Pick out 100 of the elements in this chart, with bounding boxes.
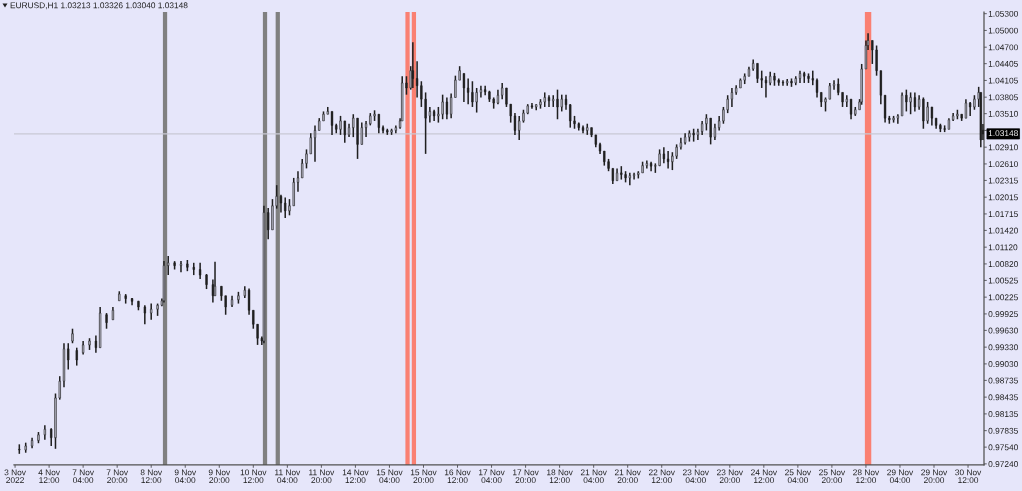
x-tick-label: 24 Nov 12:00 xyxy=(751,469,778,484)
x-tick-label: 9 Nov 04:00 xyxy=(174,469,197,484)
x-tick-label: 21 Nov 20:00 xyxy=(614,469,641,484)
candlestick xyxy=(124,293,127,305)
candlestick xyxy=(143,304,146,326)
x-tick-label: 25 Nov 20:00 xyxy=(819,469,846,484)
y-tick-label: 0.99330 xyxy=(988,344,1018,351)
candlestick xyxy=(137,300,140,312)
candlestick xyxy=(390,127,393,136)
y-tick-label: 1.04105 xyxy=(988,77,1018,84)
candlestick xyxy=(186,259,189,272)
candlestick xyxy=(930,106,934,127)
candlestick xyxy=(360,121,363,146)
candlestick xyxy=(973,94,976,111)
candlestick xyxy=(24,441,27,454)
y-tick-label: 1.01715 xyxy=(988,211,1018,218)
candlestick xyxy=(777,77,780,87)
candlestick xyxy=(666,150,670,170)
x-tick-label: 10 Nov 12:00 xyxy=(240,469,267,484)
candlestick xyxy=(620,165,623,181)
candlestick xyxy=(632,172,636,181)
candlestick xyxy=(271,198,274,231)
y-tick-label: 0.98735 xyxy=(988,377,1018,384)
candlestick xyxy=(343,120,346,144)
candlestick xyxy=(441,93,444,121)
x-tick-label: 23 Nov 04:00 xyxy=(682,469,709,484)
y-tick-label: 1.00225 xyxy=(988,294,1018,301)
x-tick-label: 29 Nov 20:00 xyxy=(921,469,948,484)
candlestick xyxy=(815,77,819,99)
candlestick xyxy=(88,337,91,351)
candlestick xyxy=(518,115,521,141)
candlestick xyxy=(471,80,474,108)
candlestick xyxy=(475,87,478,114)
candlestick xyxy=(556,88,559,121)
y-tick-label: 1.03805 xyxy=(988,94,1018,101)
candlestick xyxy=(764,75,768,99)
candlestick xyxy=(743,72,746,85)
y-tick-label: 0.97540 xyxy=(988,444,1018,451)
candlestick xyxy=(167,255,170,276)
candlestick xyxy=(313,124,317,163)
candlestick xyxy=(118,290,121,302)
y-tick-label: 1.02015 xyxy=(988,194,1018,201)
candlestick xyxy=(790,77,793,88)
x-tick-label: 28 Nov 12:00 xyxy=(853,469,880,484)
x-tick-label: 15 Nov 20:00 xyxy=(410,469,437,484)
candlestick xyxy=(756,62,759,84)
x-tick-label: 29 Nov 04:00 xyxy=(887,469,914,484)
candlestick xyxy=(539,98,542,110)
candlestick xyxy=(883,94,887,124)
candlestick xyxy=(794,75,797,86)
candlestick xyxy=(913,91,916,113)
candlestick xyxy=(415,60,419,99)
y-tick-label: 0.97835 xyxy=(988,427,1018,434)
x-tick-label: 3 Nov 2022 xyxy=(4,469,26,484)
x-tick-label: 11 Nov 20:00 xyxy=(309,469,335,484)
candlestick xyxy=(356,117,359,160)
y-tick-label: 0.98135 xyxy=(988,411,1018,417)
candlestick xyxy=(552,94,555,108)
y-tick-label: 1.04700 xyxy=(988,44,1018,51)
x-tick-label: 17 Nov 04:00 xyxy=(478,469,505,484)
candlestick xyxy=(179,260,183,274)
candlestick xyxy=(18,443,21,455)
candlestick xyxy=(37,431,40,444)
y-tick-label: 1.01420 xyxy=(988,227,1018,234)
candlestick xyxy=(964,98,968,119)
chart-title: EURUSD,H1 1.03213 1.03326 1.03040 1.03148 xyxy=(10,2,188,10)
y-tick-label: 1.02315 xyxy=(988,177,1018,184)
x-tick-label: 22 Nov 12:00 xyxy=(648,469,675,484)
candlestick xyxy=(386,127,389,136)
candlestick xyxy=(900,91,904,117)
candlestick xyxy=(330,110,334,136)
candlestick xyxy=(641,160,644,174)
candlestick xyxy=(237,291,240,305)
candlestick xyxy=(445,96,449,121)
candlestick xyxy=(543,91,546,108)
candlestick xyxy=(956,108,959,121)
candlestick xyxy=(739,77,742,89)
x-tick-label: 25 Nov 04:00 xyxy=(785,469,812,484)
x-tick-label: 16 Nov 12:00 xyxy=(444,469,471,484)
y-tick-label: 0.99030 xyxy=(988,361,1018,367)
y-tick-label: 0.97240 xyxy=(988,461,1018,467)
y-tick-label: 1.05300 xyxy=(988,10,1018,17)
candlestick xyxy=(624,170,627,184)
x-tick-label: 18 Nov 12:00 xyxy=(547,469,573,484)
candlestick xyxy=(105,312,108,330)
x-tick-label: 9 Nov 20:00 xyxy=(208,469,231,484)
y-tick-label: 1.05000 xyxy=(988,27,1018,34)
x-tick-label: 30 Nov 12:00 xyxy=(955,469,982,484)
x-tick-label: 7 Nov 04:00 xyxy=(72,469,94,484)
x-tick-label: 14 Nov 12:00 xyxy=(342,469,369,484)
candlestick xyxy=(284,196,287,219)
candlestick xyxy=(688,129,691,143)
candlestick xyxy=(849,98,853,121)
candlestick xyxy=(692,127,695,143)
candlestick xyxy=(488,89,491,103)
ref-line-label: 1.03148 xyxy=(988,130,1018,137)
y-tick-label: 1.02910 xyxy=(988,144,1018,151)
y-tick-label: 0.99630 xyxy=(988,327,1018,334)
candlestick xyxy=(811,69,814,86)
y-tick-label: 1.01120 xyxy=(988,244,1018,251)
